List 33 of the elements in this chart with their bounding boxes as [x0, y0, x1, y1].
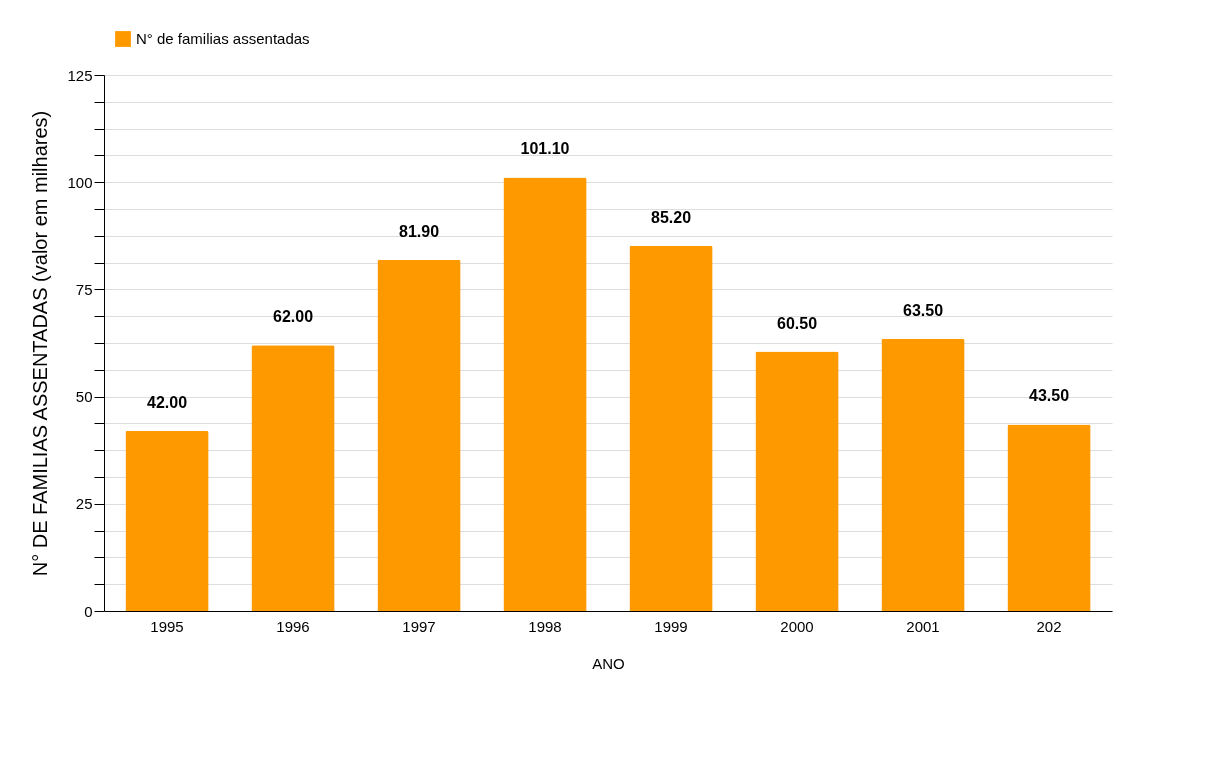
x-tick-label: 1996	[276, 617, 310, 635]
data-label: 101.10	[520, 140, 570, 158]
bar	[377, 259, 461, 611]
data-label: 85.20	[650, 208, 692, 226]
data-label: 60.50	[776, 314, 818, 332]
bar	[1007, 424, 1091, 611]
bar	[251, 345, 335, 611]
bar	[503, 177, 587, 611]
y-tick-label: 25	[75, 495, 93, 513]
bar	[629, 245, 713, 611]
legend-label: N° de familias assentadas	[136, 30, 310, 47]
x-axis-title: ANO	[592, 654, 625, 672]
data-label: 81.90	[398, 222, 440, 240]
data-label: 62.00	[272, 308, 314, 326]
y-tick-label: 75	[75, 280, 93, 298]
y-tick-label: 100	[67, 173, 93, 191]
bar	[125, 430, 209, 611]
bar	[755, 351, 839, 611]
x-tick-label: 2000	[780, 617, 814, 635]
x-tick-label: 2001	[906, 617, 940, 635]
bar	[881, 338, 965, 611]
x-tick-label: 1995	[150, 617, 184, 635]
x-tick-label: 1998	[528, 617, 562, 635]
y-tick-label: 50	[75, 388, 93, 406]
data-label: 42.00	[146, 393, 188, 411]
y-tick-label: 125	[67, 66, 93, 84]
data-label: 43.50	[1028, 387, 1070, 405]
y-axis-title: N° DE FAMILIAS ASSENTADAS (valor em milhares)	[29, 110, 52, 577]
x-tick-label: 1999	[654, 617, 688, 635]
data-label: 63.50	[902, 301, 944, 319]
x-tick-label: 202	[1036, 617, 1062, 635]
x-tick-label: 1997	[402, 617, 436, 635]
y-tick-label: 0	[84, 602, 93, 620]
